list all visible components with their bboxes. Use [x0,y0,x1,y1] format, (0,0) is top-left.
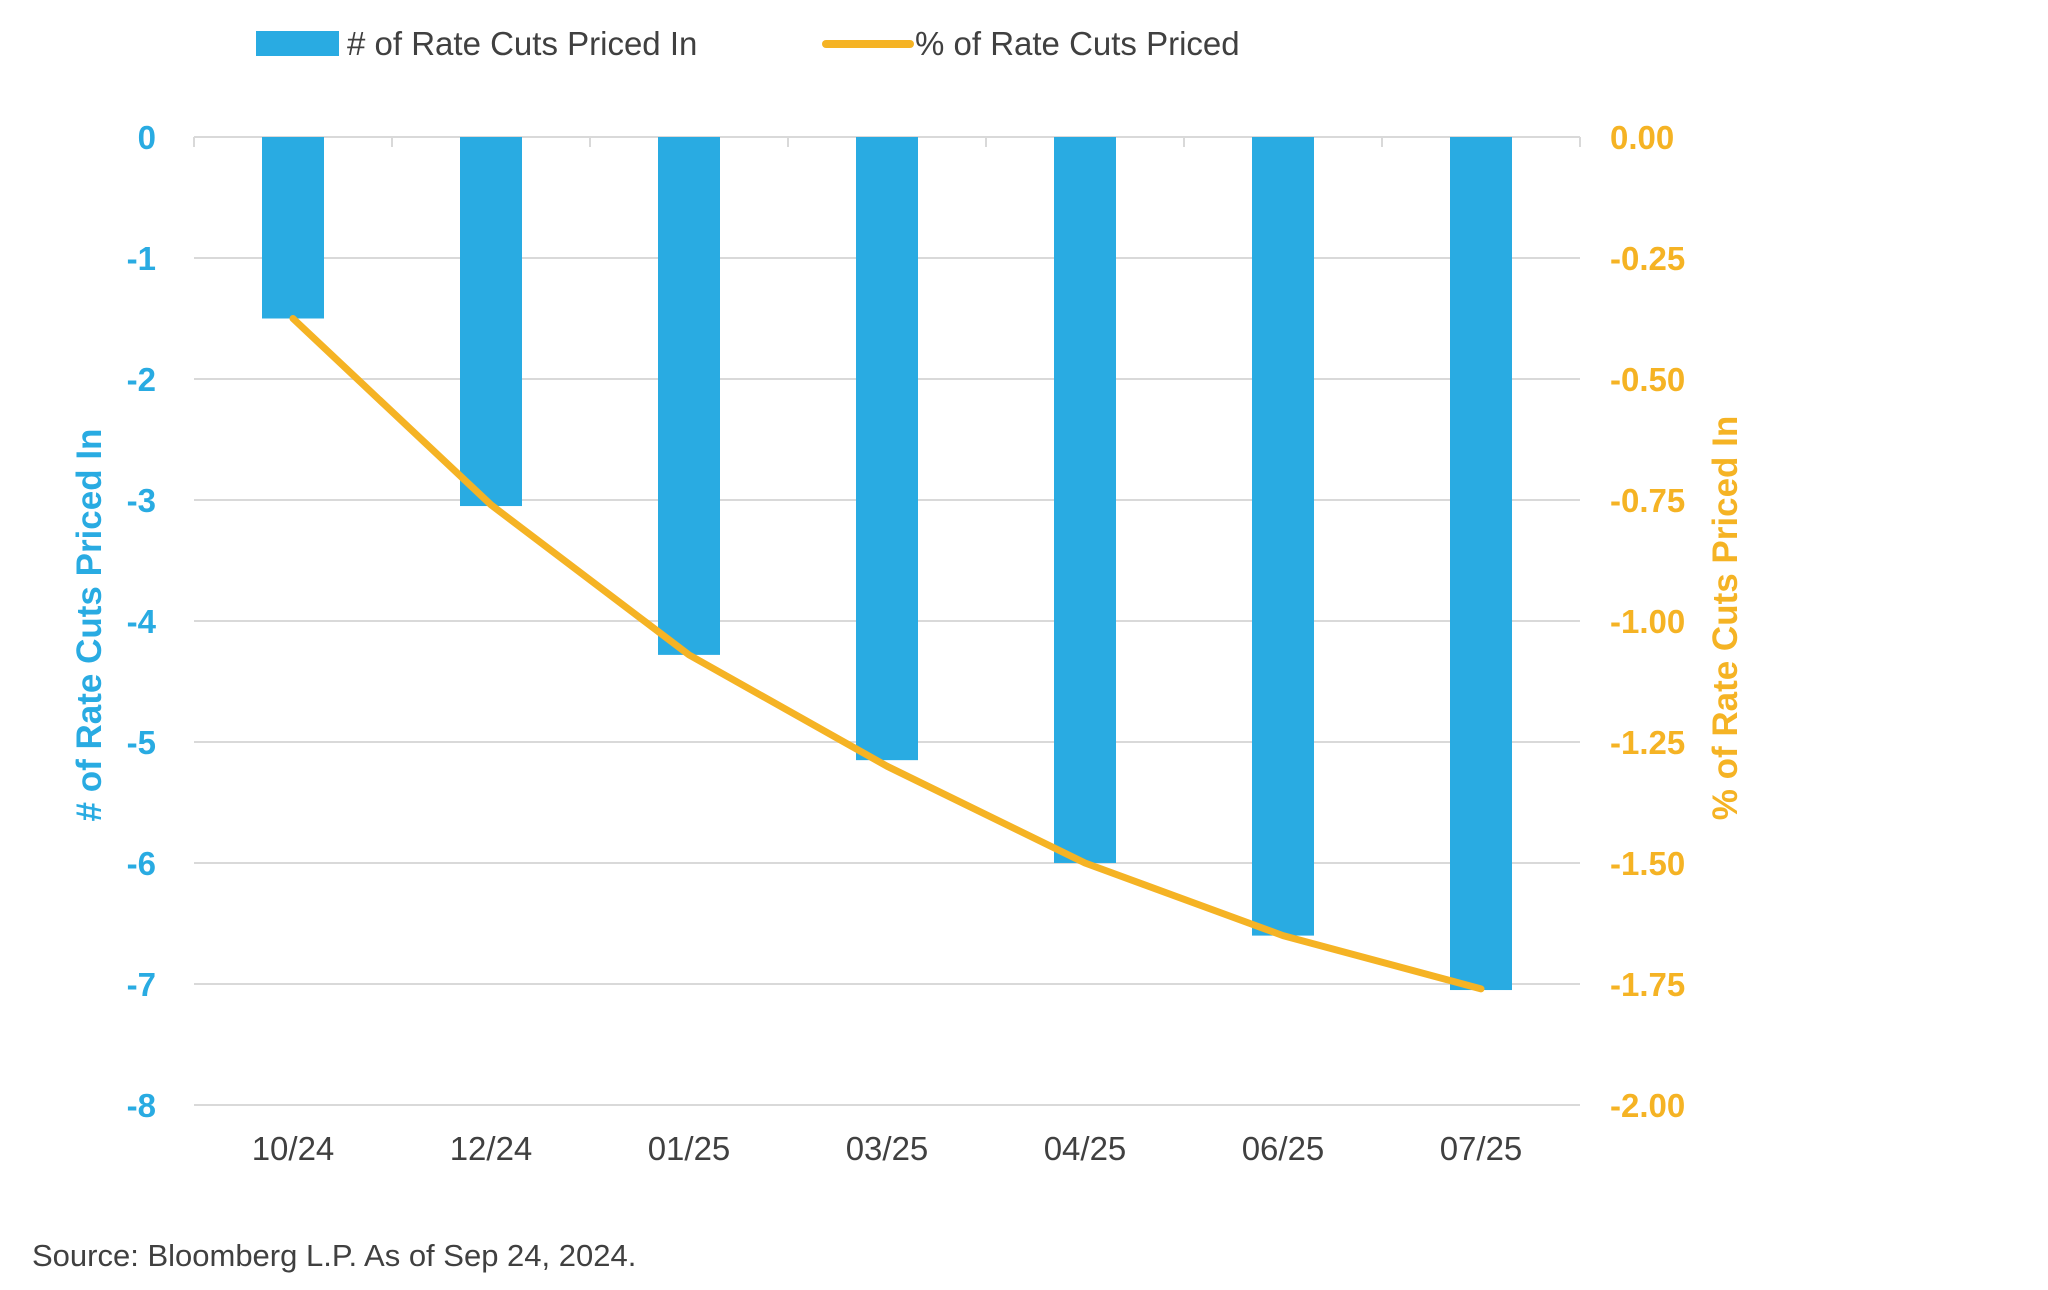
x-axis-tick-labels: 10/24 12/24 01/25 03/25 04/25 06/25 07/25 [252,1130,1523,1167]
left-tick-label: -1 [127,240,156,277]
x-tick-label: 06/25 [1242,1130,1325,1167]
bar-01/25 [658,137,720,655]
right-tick-label: -2.00 [1610,1087,1685,1124]
x-tick-label: 12/24 [450,1130,533,1167]
left-tick-label: -3 [127,482,156,519]
legend-bar-label: # of Rate Cuts Priced In [347,25,697,62]
right-tick-label: -1.75 [1610,966,1685,1003]
x-tick-label: 07/25 [1440,1130,1523,1167]
left-axis-title: # of Rate Cuts Priced In [70,429,109,822]
bar-03/25 [856,137,918,761]
right-tick-label: 0.00 [1610,119,1674,156]
source-note: Source: Bloomberg L.P. As of Sep 24, 202… [32,1238,637,1273]
left-tick-label: -7 [127,966,156,1003]
legend-bar-swatch [256,31,339,56]
right-tick-label: -1.00 [1610,603,1685,640]
bar-series [262,137,1512,991]
bar-12/24 [460,137,522,507]
x-tick-label: 03/25 [846,1130,929,1167]
right-tick-label: -0.50 [1610,361,1685,398]
left-axis-tick-labels: 0 -1 -2 -3 -4 -5 -6 -7 -8 [127,119,157,1124]
left-tick-label: -5 [127,724,156,761]
x-tick-label: 01/25 [648,1130,731,1167]
left-tick-label: -8 [127,1087,156,1124]
left-tick-label: -4 [127,603,157,640]
right-tick-label: -1.50 [1610,845,1685,882]
right-tick-label: -0.25 [1610,240,1685,277]
legend: # of Rate Cuts Priced In % of Rate Cuts … [256,25,1240,62]
x-tick-label: 10/24 [252,1130,335,1167]
line-series [289,315,1485,993]
bar-10/24 [262,137,324,319]
left-tick-label: -6 [127,845,156,882]
left-tick-label: 0 [138,119,156,156]
x-tick-label: 04/25 [1044,1130,1127,1167]
line-path [289,315,1485,993]
bar-07/25 [1450,137,1512,991]
right-tick-label: -0.75 [1610,482,1685,519]
right-axis-tick-labels: 0.00 -0.25 -0.50 -0.75 -1.00 -1.25 -1.50 -1.75 -… [1610,119,1685,1124]
legend-line-label: % of Rate Cuts Priced [915,25,1240,62]
bar-04/25 [1054,137,1116,863]
right-axis-title: % of Rate Cuts Priced In [1706,416,1745,821]
x-axis-ticks [193,137,1581,147]
left-tick-label: -2 [127,361,156,398]
right-tick-label: -1.25 [1610,724,1685,761]
bar-06/25 [1252,137,1314,936]
